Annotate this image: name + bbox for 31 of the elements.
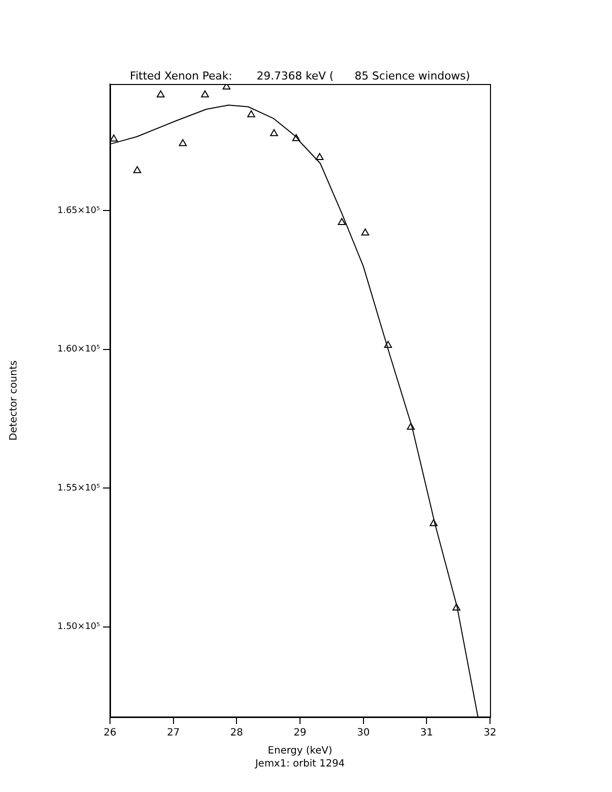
point (430, 519, 438, 526)
point (156, 90, 165, 98)
point (338, 218, 346, 225)
x-tick-label: 29 (294, 728, 306, 739)
y-axis-title: Detector counts (8, 360, 20, 441)
chart-title: Fitted Xenon Peak: 29.7368 keV ( 85 Science windows) (130, 69, 470, 82)
x-tick-label: 32 (484, 728, 496, 739)
point (247, 110, 256, 118)
y-tick-label: 1.65×10⁵ (57, 206, 100, 216)
x-tick-label: 30 (356, 728, 370, 739)
point (316, 153, 324, 160)
point (133, 166, 142, 174)
point (384, 340, 392, 348)
point (361, 228, 370, 236)
y-tick-label: 1.50×10⁵ (57, 622, 100, 632)
point (178, 139, 187, 146)
y-tick-label: 1.55×10⁵ (57, 483, 100, 494)
x-axis-title: Energy (keV) (268, 746, 332, 757)
point (452, 603, 460, 610)
x-tick-label: 28 (230, 728, 244, 739)
point (201, 90, 209, 98)
text: Jemx1: orbit 1294 (254, 758, 345, 770)
x-tick-label: 26 (104, 728, 116, 739)
point (222, 84, 230, 90)
x-tick-label: 27 (166, 728, 180, 739)
x-tick-label: 31 (420, 728, 434, 739)
y-tick-label: 1.60×10⁵ (57, 344, 100, 355)
point (292, 134, 300, 142)
point (110, 134, 118, 142)
point (406, 422, 415, 430)
point (270, 129, 278, 136)
